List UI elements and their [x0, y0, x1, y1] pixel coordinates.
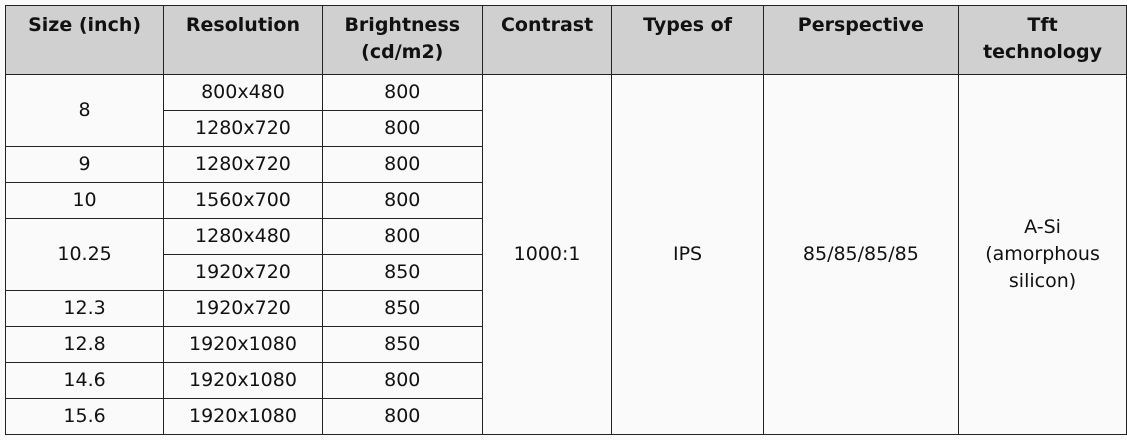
brightness-cell: 850	[321, 254, 483, 291]
brightness-cell: 800	[321, 398, 483, 435]
table-row: 9 1280x720 800	[4, 146, 1127, 183]
resolution-cell: 1920x1080	[163, 398, 323, 435]
table-row: 1280x720 800	[6, 110, 1127, 147]
resolution-cell: 1920x1080	[163, 362, 323, 399]
resolution-cell: 800x480	[163, 74, 323, 111]
column-header: Tft technology	[958, 5, 1127, 75]
perspective-cell: 85/85/85/85	[762, 74, 960, 435]
table-row: 14.6 1920x1080 800	[4, 362, 1127, 399]
brightness-cell: 850	[321, 326, 483, 363]
brightness-cell: 800	[321, 146, 483, 183]
table-row: 1920x720 850	[6, 254, 1127, 291]
table-row: 12.8 1920x1080 850	[4, 326, 1127, 363]
table-row: 10.25 1280x480 800	[4, 218, 1127, 291]
size-cell: 9	[4, 146, 165, 183]
brightness-cell: 800	[321, 110, 483, 147]
column-header: Resolution	[163, 5, 323, 75]
resolution-cell: 1920x720	[163, 254, 323, 291]
size-cell: 10.25	[4, 218, 165, 291]
size-cell: 8	[4, 74, 165, 147]
column-header: Contrast	[481, 5, 613, 75]
column-header: Types of	[611, 5, 764, 75]
brightness-cell: 800	[321, 182, 483, 219]
size-cell: 10	[4, 182, 165, 219]
resolution-cell: 1920x720	[163, 290, 323, 327]
resolution-cell: 1280x720	[163, 146, 323, 183]
type-cell: IPS	[611, 74, 764, 435]
column-header: Size (inch)	[4, 5, 165, 75]
brightness-cell: 800	[321, 362, 483, 399]
header-row: Size (inch) Resolution Brightness (cd/m2) C…	[4, 5, 1127, 75]
size-cell: 15.6	[4, 398, 165, 435]
resolution-cell: 1920x1080	[163, 326, 323, 363]
table-row: 10 1560x700 800	[4, 182, 1127, 219]
size-cell: 12.8	[4, 326, 165, 363]
size-cell: 12.3	[4, 290, 165, 327]
table-row: 12.3 1920x720 850	[4, 290, 1127, 327]
contrast-cell: 1000:1	[481, 74, 613, 435]
brightness-cell: 800	[321, 74, 483, 111]
resolution-cell: 1280x720	[163, 110, 323, 147]
resolution-cell: 1560x700	[163, 182, 323, 219]
resolution-cell: 1280x480	[163, 218, 323, 255]
brightness-cell: 850	[321, 290, 483, 327]
spec-table: Size (inch) Resolution Brightness (cd/m2) C…	[4, 5, 1127, 435]
column-header: Perspective	[762, 5, 960, 75]
size-cell: 14.6	[4, 362, 165, 399]
table-row: 8 800x480 800 1000:1 IPS 85/85/85/85 A-Si (amo…	[4, 74, 1127, 435]
column-header: Brightness (cd/m2)	[321, 5, 483, 75]
table-row: 15.6 1920x1080 800	[4, 398, 1127, 435]
tft-cell: A-Si (amorphous silicon)	[958, 74, 1127, 435]
brightness-cell: 800	[321, 218, 483, 255]
